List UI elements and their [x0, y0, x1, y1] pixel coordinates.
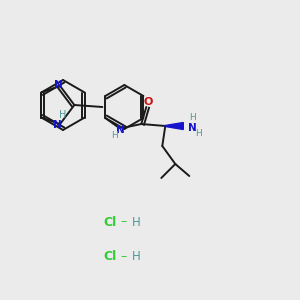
Text: H: H [59, 110, 67, 120]
Text: N: N [53, 120, 62, 130]
Text: N: N [54, 80, 62, 90]
Text: N: N [116, 125, 125, 135]
Text: Cl: Cl [103, 250, 117, 263]
Text: –: – [121, 215, 127, 229]
Text: H: H [132, 215, 140, 229]
Text: H: H [195, 130, 202, 139]
Text: O: O [144, 97, 153, 107]
Text: H: H [111, 131, 118, 140]
Text: –: – [121, 250, 127, 263]
Text: H: H [132, 250, 140, 263]
Text: H: H [189, 113, 196, 122]
Text: N: N [188, 123, 197, 133]
Text: Cl: Cl [103, 215, 117, 229]
Polygon shape [165, 122, 183, 130]
